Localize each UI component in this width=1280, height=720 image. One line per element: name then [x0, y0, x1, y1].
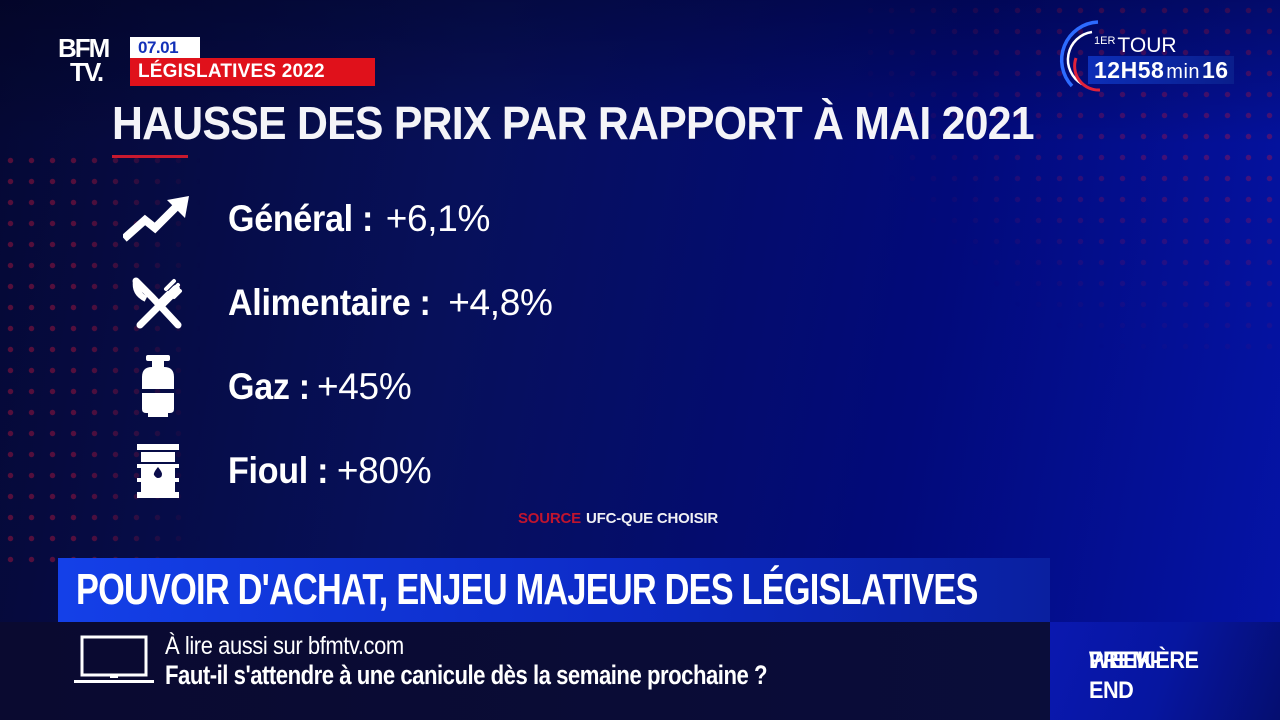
countdown-clock: 12H58 min16	[1088, 56, 1234, 84]
item-label: Alimentaire :	[228, 282, 431, 323]
arc-decoration-icon	[1059, 20, 1101, 92]
laptop-icon	[74, 635, 154, 683]
logo-line-1: BFM	[58, 33, 110, 63]
list-item-food: Alimentaire : +4,8%	[118, 268, 553, 338]
item-value: +6,1%	[385, 198, 491, 239]
fork-knife-icon	[118, 273, 198, 333]
round-superscript: 1ER	[1094, 35, 1116, 47]
round-label: 1ERTOUR	[1094, 30, 1177, 57]
item-label: Gaz :	[228, 366, 310, 407]
list-item-general: Général : +6,1%	[118, 184, 490, 254]
list-item-fuel-oil: Fioul : +80%	[118, 436, 432, 506]
program-line-1: WEEK-END	[1089, 647, 1159, 704]
logo-line-2: TV.	[70, 57, 104, 87]
source-value: UFC-QUE CHOISIR	[585, 510, 718, 527]
ticker-headline-link[interactable]: Faut-il s'attendre à une canicule dès la…	[165, 660, 768, 690]
title-underline	[112, 155, 188, 158]
graphic-title: HAUSSE DES PRIX PAR RAPPORT À MAI 2021	[112, 97, 1035, 149]
program-badge: WEEK-END PREMIÈRE	[1050, 622, 1280, 720]
round-text: TOUR	[1117, 34, 1177, 57]
time-badge: 07.01	[130, 37, 200, 58]
channel-logo: BFM TV.	[58, 33, 124, 87]
oil-barrel-icon	[118, 441, 198, 501]
item-value: +4,8%	[448, 282, 553, 323]
source-credit: SOURCE UFC-QUE CHOISIR	[518, 510, 718, 527]
clock-min-label: min	[1166, 61, 1201, 83]
election-round-clock: 1ERTOUR 12H58 min16	[1058, 18, 1238, 98]
item-value: +45%	[316, 366, 412, 407]
clock-hours: 12H58	[1094, 57, 1165, 83]
ticker-bar	[0, 622, 1050, 720]
headline-bar: POUVOIR D'ACHAT, ENJEU MAJEUR DES LÉGISL…	[58, 558, 1050, 622]
program-line-2: PREMIÈRE	[1089, 647, 1199, 674]
gas-cylinder-icon	[118, 355, 198, 417]
list-item-gas: Gaz : +45%	[118, 352, 412, 422]
item-label: Général :	[228, 198, 374, 239]
ticker-source-line: À lire aussi sur bfmtv.com	[165, 632, 404, 660]
clock-seconds: 16	[1202, 57, 1229, 83]
headline-text: POUVOIR D'ACHAT, ENJEU MAJEUR DES LÉGISL…	[76, 565, 978, 614]
trending-up-icon	[118, 189, 198, 249]
source-label: SOURCE	[518, 510, 581, 527]
section-badge: LÉGISLATIVES 2022	[130, 58, 375, 86]
item-value: +80%	[336, 450, 432, 491]
item-label: Fioul :	[228, 450, 329, 491]
